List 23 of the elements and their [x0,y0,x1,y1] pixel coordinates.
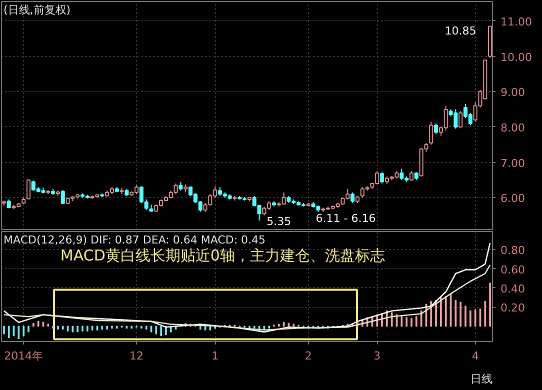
chart-title: (日线,前复权) [4,4,71,16]
annotation: 6.11 - 6.16 [316,212,376,225]
y-tick-label: 0.60 [500,263,525,276]
y-tick-label: 9.00 [500,86,525,100]
y-tick-label: 0.80 [500,244,525,258]
chart-title: MACD(12,26,9) DIF: 0.87 DEA: 0.64 MACD: 0.45 [4,234,266,246]
x-tick-label: 2 [304,350,312,362]
y-tick-label: 7.00 [500,156,525,170]
y-tick-label: 11.00 [500,15,532,28]
text: 日线 [470,372,492,386]
x-tick-label: 4 [472,350,479,362]
x-tick-label: 2014年 [4,350,44,362]
y-tick-label: 0.40 [500,282,525,296]
annotation: 5.35 [266,214,292,228]
x-tick-label: 12 [130,350,144,362]
y-tick-label: 6.00 [500,192,525,206]
y-tick-label: 0.20 [500,302,525,315]
annotation: MACD黄白线长期贴近0轴，主力建仓、洗盘标志 [60,246,385,264]
annotation: 10.85 [444,24,476,38]
x-tick-label: 1 [212,350,219,362]
x-tick-label: 3 [374,350,381,362]
y-tick-label: 8.00 [500,121,525,134]
y-tick-label: 10.00 [500,50,532,64]
